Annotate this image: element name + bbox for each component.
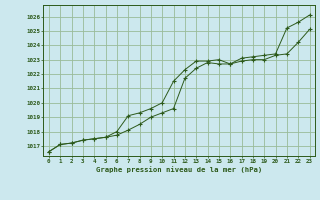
X-axis label: Graphe pression niveau de la mer (hPa): Graphe pression niveau de la mer (hPa): [96, 166, 262, 173]
